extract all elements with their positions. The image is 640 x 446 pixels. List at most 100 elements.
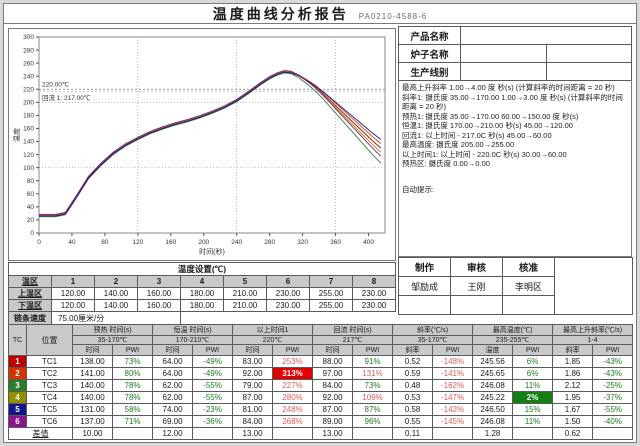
diff-value-cell — [432, 427, 474, 440]
ytick-label: 180 — [23, 113, 34, 120]
tc-name-cell: TC6 — [26, 415, 73, 428]
pwi-value-cell: 109% — [352, 391, 394, 404]
threshold-label: 回流 1: 217.00℃ — [42, 93, 91, 102]
tc-table-header-row: TC 位置 预热 时间(s) 恒温 时间(s) 以上时间1 回流 时间(s) 斜率(℃/s)… — [8, 324, 634, 356]
tc-data-row: 1 TC1 138.00 73% 64.00 -49% 83.00 253% 88.00 91% 0… — [8, 355, 634, 368]
diff-value-cell: 0.11 — [392, 427, 434, 440]
subcol-header: PWI — [432, 344, 474, 356]
pwi-value-cell: -49% — [192, 355, 234, 368]
tc-table-header-row: 时间 PWI 时间 PWI 时间 PWI 时间 PWI 斜率 PWI 温度 PWI 斜率 PWI — [9, 344, 634, 356]
pwi-value-cell: -55% — [192, 391, 234, 404]
xtick-label: 0 — [37, 239, 41, 246]
info-value — [460, 26, 632, 45]
group-title: 最高上升斜率(℃/s) — [552, 324, 634, 336]
zone-temp-value: 120.00 — [51, 287, 95, 300]
report-header: 温度曲线分析报告 PA0210-4588-6 — [4, 4, 636, 24]
pwi-value-cell: 78% — [111, 379, 154, 392]
zone-temp-value: 120.00 — [51, 299, 95, 312]
group-title: 回流 时间(s) — [312, 324, 394, 336]
measure-value-cell: 84.00 — [312, 379, 354, 392]
spec-line: 恒温1: 摄氏度 170.00→210.00 秒(s) 45.00→120.00 — [402, 121, 573, 130]
group-range: 235-255℃ — [472, 335, 554, 345]
group-title: 斜率(℃/s) — [392, 324, 474, 336]
spec-line: 以上时间1: 以上时间 - 220.0C 秒(s) 30.00→60.00 — [402, 149, 567, 159]
zone-temp-value: 140.00 — [94, 299, 138, 312]
subcol-header: PWI — [272, 344, 314, 356]
subcol-header: 斜率 — [552, 344, 594, 356]
pwi-value-cell: 2% — [512, 391, 554, 404]
zone-number: 6 — [266, 275, 310, 288]
pwi-value-cell: 58% — [111, 403, 154, 416]
tc-table-header-row: 35-170℃ 170-210℃ 220℃ 217℃ 35-170℃ 235-255℃ 1-… — [9, 335, 634, 345]
measure-value-cell: 92.00 — [232, 367, 274, 380]
report-sheet: 温度曲线分析报告 PA0210-4588-6 0 20 40 60 80 100 120 140… — [3, 3, 637, 443]
tc-index-cell: 2 — [8, 367, 27, 380]
zone-number: 5 — [223, 275, 267, 288]
diff-value-cell: 13.00 — [312, 427, 354, 440]
signoff-row — [398, 295, 633, 315]
signoff-empty — [502, 295, 555, 315]
zone-number: 3 — [137, 275, 181, 288]
zone-temp-value: 230.00 — [266, 299, 310, 312]
temp-settings-row: 链条速度 75.00厘米/分 — [8, 311, 396, 325]
measure-value-cell: 1.95 — [552, 391, 594, 404]
pwi-value-cell: -36% — [192, 415, 234, 428]
zone-number: 2 — [94, 275, 138, 288]
page-title: 温度曲线分析报告 — [212, 6, 349, 22]
measure-value-cell: 62.00 — [152, 391, 194, 404]
ytick-label: 120 — [23, 152, 34, 159]
ytick-label: 60 — [27, 191, 35, 198]
signoff-row: 制作 审核 核准 — [398, 257, 633, 315]
measure-value-cell: 245.65 — [472, 367, 514, 380]
measure-value-cell: 84.00 — [232, 415, 274, 428]
pwi-value-cell: -145% — [432, 415, 474, 428]
profile-curves-plot: 0 20 40 60 80 100 120 140 160 180 200 220 240 260 280 3… — [12, 34, 386, 256]
measure-value-cell: 87.00 — [312, 403, 354, 416]
curve-TC5 — [39, 71, 382, 217]
tc-results-table: TC 位置 预热 时间(s) 恒温 时间(s) 以上时间1 回流 时间(s) 斜率(℃/s)… — [8, 324, 634, 440]
pwi-value-cell: -55% — [192, 379, 234, 392]
ytick-label: 100 — [23, 165, 34, 172]
measure-value-cell: 0.58 — [392, 403, 434, 416]
zone-header: 温区 — [8, 275, 52, 288]
xtick-label: 120 — [132, 239, 143, 246]
group-range: 35-170℃ — [71, 335, 154, 345]
subcol-header: 时间 — [312, 344, 354, 356]
pwi-value-cell: 73% — [352, 379, 394, 392]
measure-value-cell: 1.86 — [552, 367, 594, 380]
spec-lines: 最高上升斜率 1.00→4.00 度 秒(s) (计算斜率的时间距离 = 20 … — [402, 83, 629, 169]
info-extra-cell — [545, 44, 632, 63]
pwi-value-cell: 15% — [512, 403, 554, 416]
group-title: 恒温 时间(s) — [152, 324, 234, 336]
subcol-header: 时间 — [232, 344, 274, 356]
measure-value-cell: 1.50 — [552, 415, 594, 428]
measure-value-cell: 1.67 — [552, 403, 594, 416]
zone-temp-value: 255.00 — [309, 287, 353, 300]
xtick-label: 40 — [68, 239, 76, 246]
tc-data-row: 5 TC5 131.00 58% 74.00 -23% 81.00 248% 87.00 87% 0… — [8, 403, 634, 416]
measure-value-cell: 245.56 — [472, 355, 514, 368]
measure-value-cell: 74.00 — [152, 403, 194, 416]
measure-value-cell: 89.00 — [312, 415, 354, 428]
group-title: 最高温度(℃) — [472, 324, 554, 336]
measure-value-cell: 138.00 — [72, 355, 113, 368]
tc-name-cell: TC4 — [26, 391, 73, 404]
pwi-value-cell: 253% — [272, 355, 314, 368]
ytick-label: 240 — [23, 73, 34, 80]
tc-index-cell: 3 — [8, 379, 27, 392]
diff-row-label: 差值 — [8, 427, 73, 440]
diff-value-cell: 10.00 — [72, 427, 113, 440]
position-col-header: 位置 — [26, 324, 73, 356]
zone-temp-value: 160.00 — [137, 299, 181, 312]
measure-value-cell: 64.00 — [152, 367, 194, 380]
subcol-header: 时间 — [72, 344, 113, 356]
zone-temp-value: 160.00 — [137, 287, 181, 300]
signoff-role: 制作 — [398, 257, 451, 277]
pwi-value-cell: 11% — [512, 379, 554, 392]
diff-row: 差值 10.00 12.00 13.00 13.00 0.11 1.28 0.62 — [8, 427, 634, 440]
y-axis-label: 温度 — [12, 128, 21, 142]
ytick-label: 220 — [23, 86, 34, 93]
tc-name-cell: TC3 — [26, 379, 73, 392]
xtick-label: 80 — [101, 239, 109, 246]
